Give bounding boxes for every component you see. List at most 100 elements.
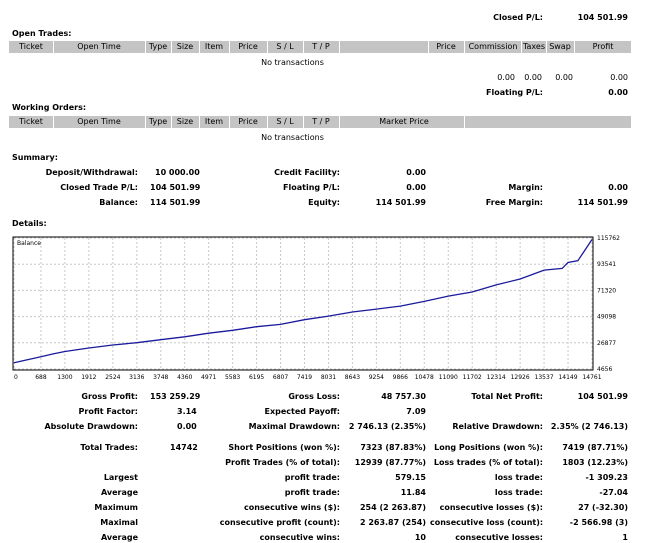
largest-loss-label: loss trade: (494, 473, 543, 482)
average-label: Average (100, 488, 138, 497)
total-profit: 0.00 (610, 73, 628, 82)
credit-label: Credit Facility: (274, 168, 340, 177)
max-wins-value: 254 (2 263.87) (359, 503, 426, 512)
abs-drawdown-label: Absolute Drawdown: (44, 422, 138, 431)
col-profit: Profit (592, 42, 614, 51)
working-orders-title: Working Orders: (12, 103, 87, 112)
chart-legend: Balance (17, 240, 41, 247)
col-price: Price (238, 42, 258, 51)
wo-col-tp: T / P (312, 117, 330, 126)
wo-col-sl: S / L (276, 117, 294, 126)
wo-col-open-time: Open Time (77, 117, 121, 126)
wo-col-type: Type (148, 117, 168, 126)
maximum-label: Maximum (94, 503, 138, 512)
total-net-value: 104 501.99 (577, 392, 628, 401)
average-profit-label: profit trade: (284, 488, 340, 497)
col-sl: S / L (276, 42, 294, 51)
loss-trades-value: 1803 (12.23%) (562, 458, 628, 467)
x-tick-label: 12314 (487, 374, 506, 381)
long-positions-label: Long Positions (won %): (434, 443, 543, 452)
rel-drawdown-label: Relative Drawdown: (452, 422, 543, 431)
col-swap: Swap (549, 42, 571, 51)
closed-pl-value: 104 501.99 (577, 13, 628, 22)
x-tick-label: 688 (35, 374, 47, 381)
wo-col-item: Item (204, 117, 224, 126)
col-commission: Commission (468, 42, 518, 51)
x-tick-label: 14149 (558, 374, 577, 381)
maximal-loss-label: consecutive loss (count): (430, 518, 544, 527)
y-tick-label: 49098 (597, 314, 616, 321)
equity-label: Equity: (308, 198, 340, 207)
maximal-profit-label: consecutive profit (count): (219, 518, 340, 527)
floating-value: 0.00 (406, 183, 426, 192)
col-taxes: Taxes (522, 42, 546, 51)
avg-losses-label: consecutive losses: (455, 533, 543, 542)
average-loss-label: loss trade: (494, 488, 543, 497)
col-item: Item (204, 42, 224, 51)
details-title: Details: (12, 219, 47, 228)
x-tick-label: 9254 (369, 374, 384, 381)
abs-drawdown-value: 0.00 (177, 422, 197, 431)
average2-label: Average (100, 533, 138, 542)
col-size: Size (176, 42, 194, 51)
x-tick-label: 7419 (297, 374, 312, 381)
gross-profit-label: Gross Profit: (81, 392, 138, 401)
x-tick-label: 6195 (249, 374, 264, 381)
y-tick-label: 71320 (597, 287, 616, 294)
chart-grid (13, 237, 593, 370)
closed-pl-label: Closed P/L: (493, 13, 543, 22)
x-tick-label: 4360 (177, 374, 192, 381)
x-tick-label: 14761 (582, 374, 601, 381)
x-tick-label: 10478 (415, 374, 434, 381)
maximal-loss-value: -2 566.98 (3) (569, 518, 628, 527)
x-tick-label: 12926 (511, 374, 530, 381)
deposit-value: 10 000.00 (155, 168, 200, 177)
max-drawdown-label: Maximal Drawdown: (248, 422, 340, 431)
x-tick-label: 0 (14, 374, 18, 381)
x-tick-label: 3748 (153, 374, 168, 381)
y-tick-label: 26877 (597, 340, 616, 347)
x-tick-label: 13537 (535, 374, 554, 381)
short-positions-label: Short Positions (won %): (228, 443, 340, 452)
maximal-label: Maximal (100, 518, 138, 527)
y-tick-label: 4656 (597, 366, 612, 373)
working-orders-header: Ticket Open Time Type Size Item Price S … (9, 116, 631, 128)
max-losses-label: consecutive losses ($): (439, 503, 543, 512)
closed-trade-label: Closed Trade P/L: (60, 183, 138, 192)
average-loss-value: -27.04 (599, 488, 628, 497)
total-taxes: 0.00 (524, 73, 542, 82)
y-tick-label: 115762 (597, 235, 620, 242)
floating-label: Floating P/L: (283, 183, 340, 192)
wo-col-price: Price (238, 117, 258, 126)
x-tick-label: 9866 (393, 374, 408, 381)
equity-value: 114 501.99 (375, 198, 426, 207)
credit-value: 0.00 (406, 168, 426, 177)
x-tick-label: 4971 (201, 374, 216, 381)
total-commission: 0.00 (497, 73, 515, 82)
wo-col-ticket: Ticket (19, 117, 43, 126)
col-type: Type (148, 42, 168, 51)
gross-profit-value: 153 259.29 (150, 392, 201, 401)
largest-profit-label: profit trade: (284, 473, 340, 482)
x-tick-label: 11090 (439, 374, 458, 381)
long-positions-value: 7419 (87.71%) (562, 443, 628, 452)
margin-value: 0.00 (608, 183, 628, 192)
gross-loss-label: Gross Loss: (288, 392, 340, 401)
y-axis-ticks: 4656 26877 49098 71320 93541 115762 (597, 235, 620, 373)
expected-payoff-value: 7.09 (406, 407, 426, 416)
wo-col-size: Size (176, 117, 194, 126)
profit-factor-value: 3.14 (177, 407, 197, 416)
total-swap: 0.00 (555, 73, 573, 82)
total-net-label: Total Net Profit: (471, 392, 543, 401)
col-open-time: Open Time (77, 42, 121, 51)
x-tick-label: 6807 (273, 374, 288, 381)
open-trades-header: Ticket Open Time Type Size Item Price S … (9, 41, 631, 53)
balance-value: 114 501.99 (150, 198, 201, 207)
col-close-price: Price (436, 42, 456, 51)
balance-label: Balance: (99, 198, 138, 207)
open-trades-empty: No transactions (261, 58, 324, 67)
avg-losses-value: 1 (622, 533, 628, 542)
deposit-label: Deposit/Withdrawal: (45, 168, 138, 177)
maximal-profit-value: 2 263.87 (254) (359, 518, 426, 527)
avg-wins-label: consecutive wins: (259, 533, 340, 542)
